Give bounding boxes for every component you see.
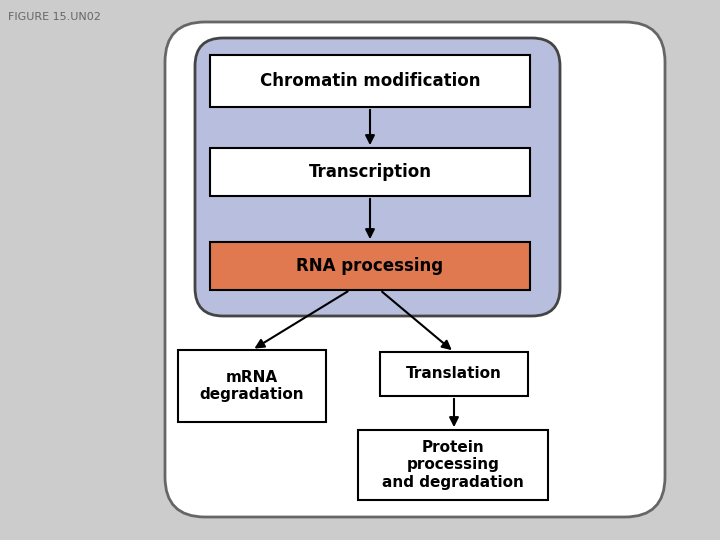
Text: Protein
processing
and degradation: Protein processing and degradation [382, 440, 524, 490]
Text: mRNA
degradation: mRNA degradation [199, 370, 305, 402]
Text: FIGURE 15.UN02: FIGURE 15.UN02 [8, 12, 101, 22]
Bar [210, 148, 530, 196]
Bar [178, 350, 326, 422]
FancyBboxPatch shape [195, 38, 560, 316]
FancyBboxPatch shape [165, 22, 665, 517]
Bar [210, 55, 530, 107]
Bar [358, 430, 548, 500]
Text: Chromatin modification: Chromatin modification [260, 72, 480, 90]
Text: RNA processing: RNA processing [297, 257, 444, 275]
Text: Transcription: Transcription [308, 163, 431, 181]
Bar [210, 242, 530, 290]
Bar [380, 352, 528, 396]
Text: Translation: Translation [406, 367, 502, 381]
